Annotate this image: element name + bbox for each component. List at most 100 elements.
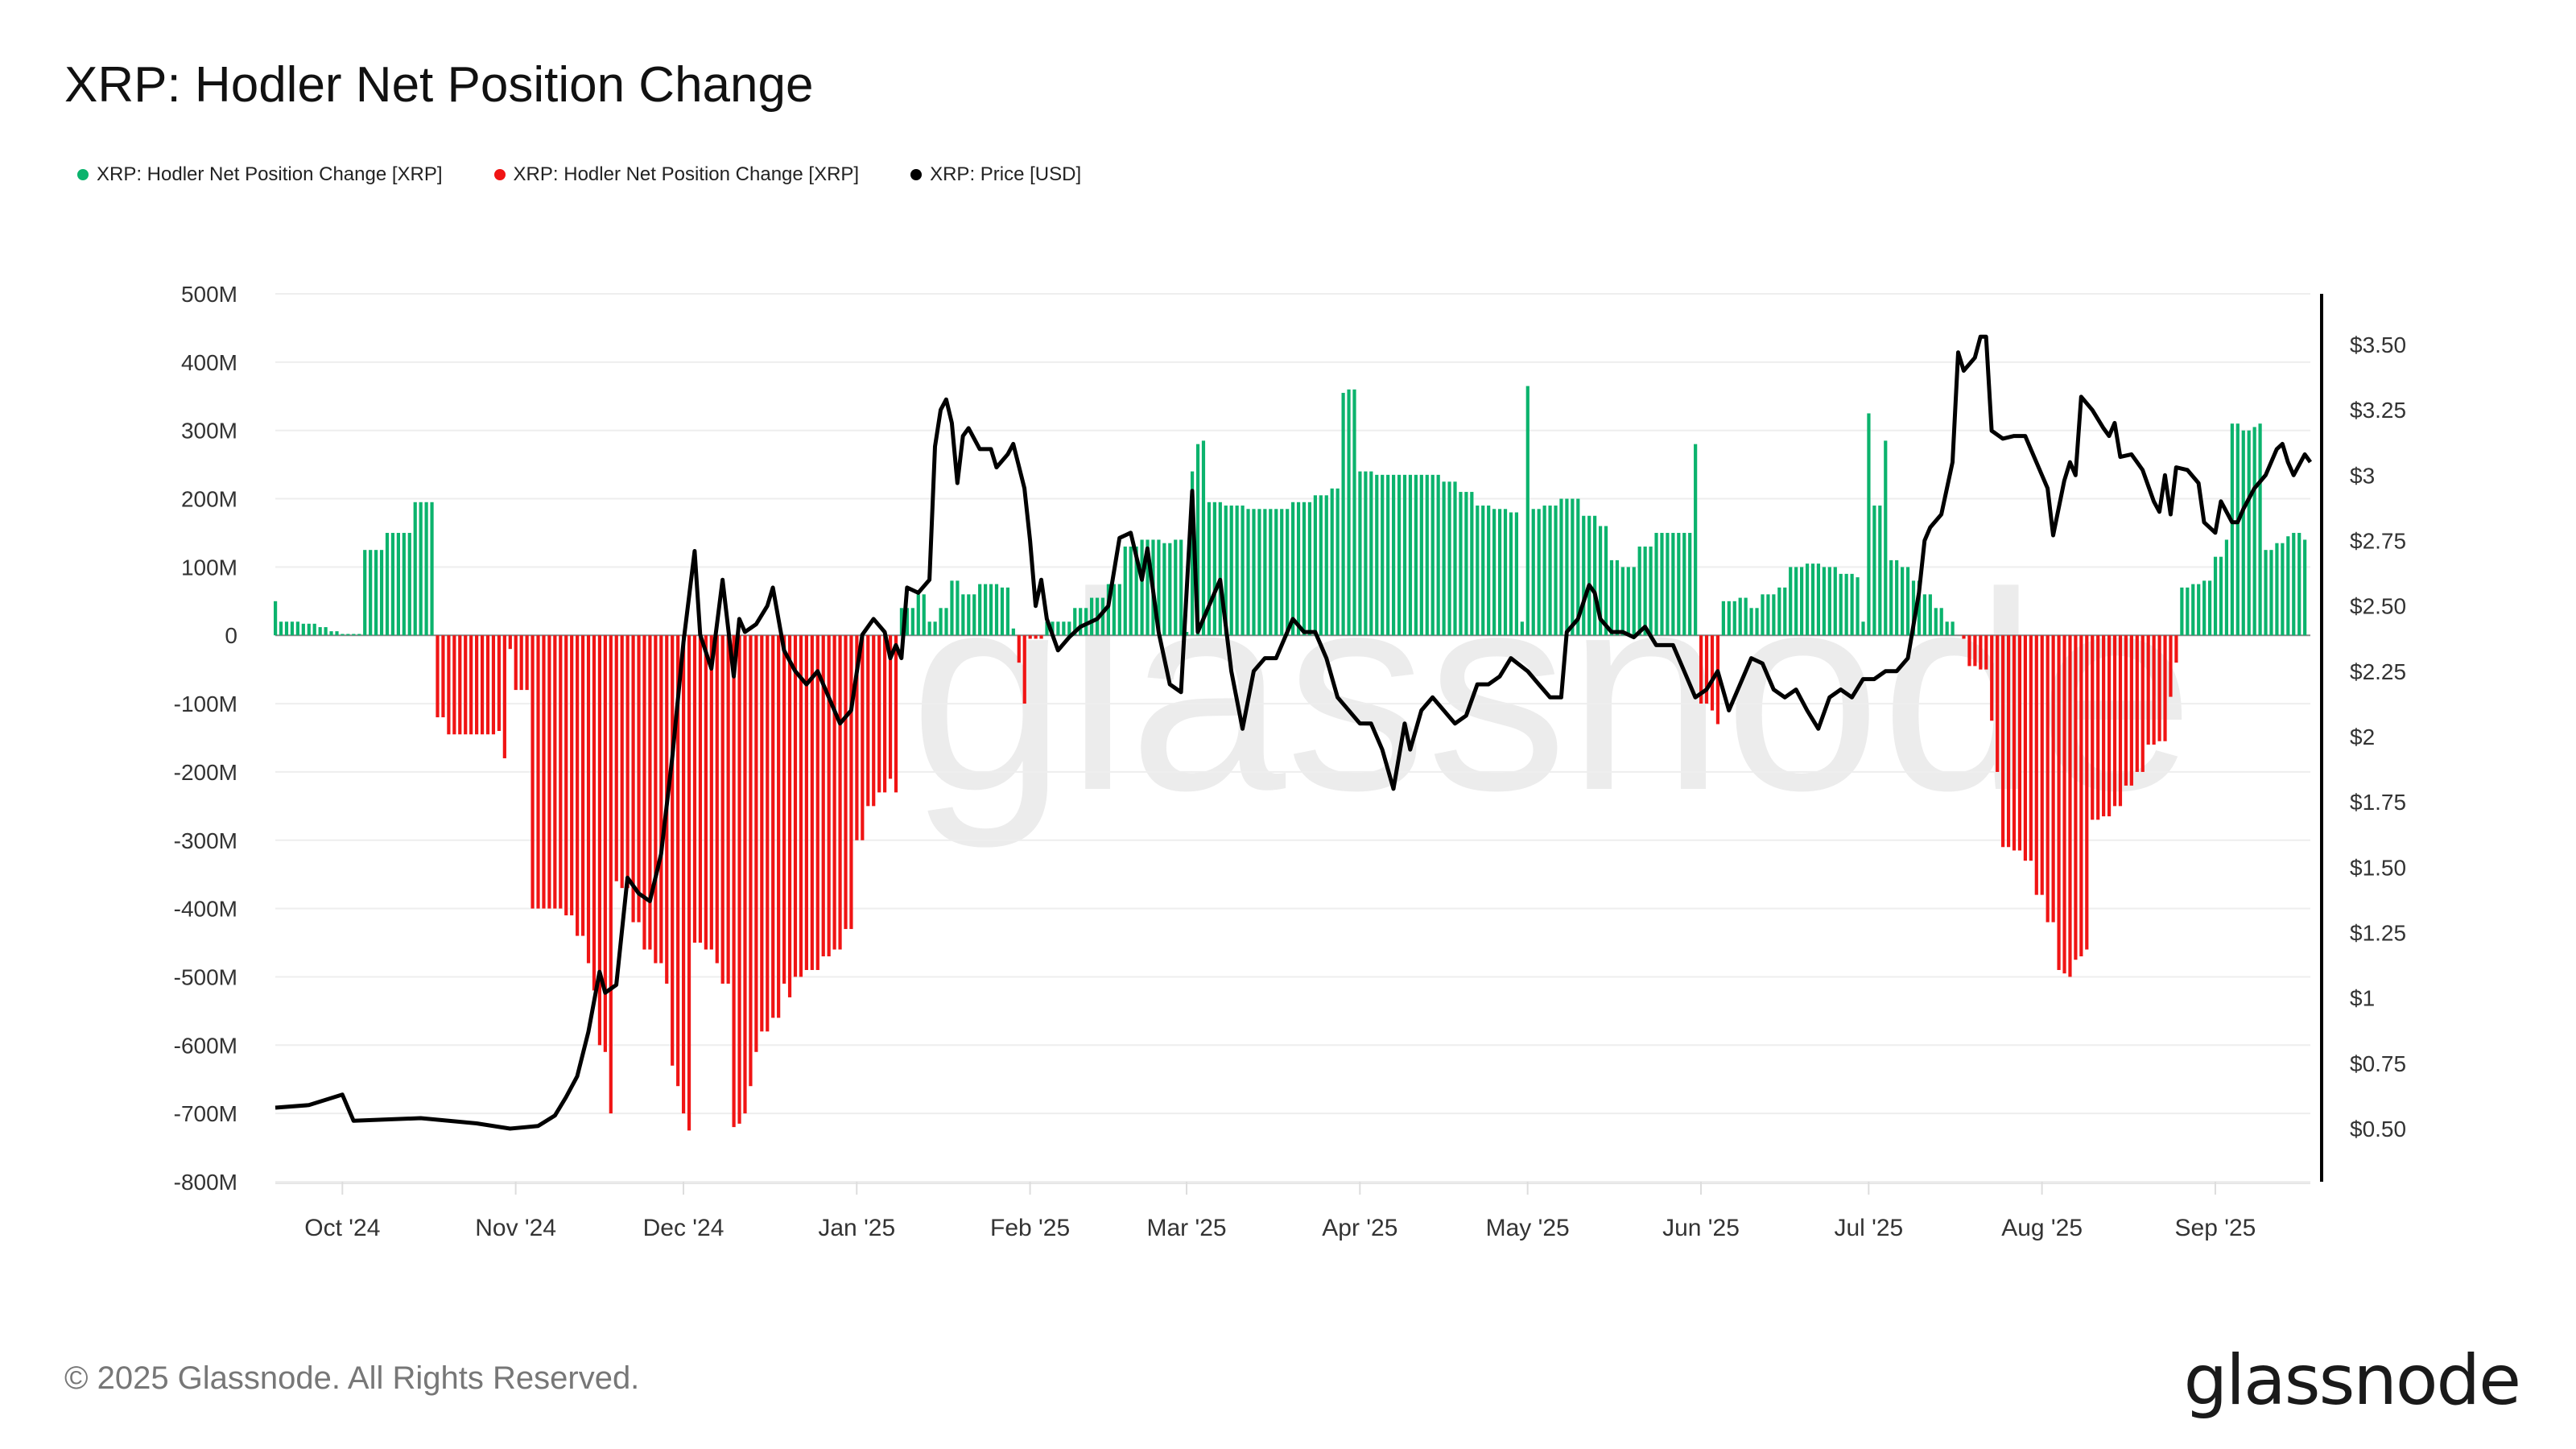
bar-positive bbox=[989, 584, 993, 636]
bar-positive bbox=[1800, 567, 1804, 636]
bar-positive bbox=[1291, 502, 1295, 636]
bar-negative bbox=[508, 635, 512, 650]
bar-negative bbox=[838, 635, 842, 950]
bar-positive bbox=[1939, 608, 1943, 636]
bar-positive bbox=[1766, 594, 1770, 636]
bar-positive bbox=[363, 550, 367, 636]
bar-positive bbox=[1051, 621, 1055, 636]
bar-negative bbox=[1017, 635, 1021, 663]
bar-positive bbox=[1789, 567, 1793, 636]
bar-positive bbox=[984, 584, 988, 636]
bar-positive bbox=[927, 621, 931, 636]
x-tick-label: Nov '24 bbox=[475, 1215, 556, 1241]
bar-positive bbox=[967, 594, 971, 636]
y-tick-label: 400M bbox=[181, 350, 237, 375]
bar-negative bbox=[1704, 635, 1709, 704]
x-tick-label: Sep '25 bbox=[2175, 1215, 2256, 1241]
bar-positive bbox=[1263, 509, 1267, 636]
bar-positive bbox=[1677, 532, 1681, 636]
bar-positive bbox=[2207, 580, 2212, 636]
bar-negative bbox=[2107, 635, 2112, 817]
bar-positive bbox=[1100, 597, 1105, 636]
bar-positive bbox=[1889, 559, 1893, 636]
y2-tick-label: $3.25 bbox=[2350, 398, 2406, 423]
bar-positive bbox=[1654, 532, 1658, 636]
bar-positive bbox=[1246, 509, 1250, 636]
y-tick-label: -200M bbox=[174, 760, 237, 785]
x-tick-label: Oct '24 bbox=[304, 1215, 380, 1241]
bar-negative bbox=[827, 635, 831, 957]
bar-positive bbox=[1179, 539, 1183, 636]
bar-positive bbox=[274, 601, 278, 636]
bar-negative bbox=[720, 635, 724, 984]
bar-positive bbox=[1442, 481, 1446, 636]
bar-positive bbox=[1509, 512, 1513, 636]
bar-negative bbox=[2091, 635, 2095, 820]
bar-positive bbox=[1671, 532, 1675, 636]
x-tick-label: Jan '25 bbox=[818, 1215, 895, 1241]
bar-positive bbox=[1341, 393, 1345, 636]
bar-positive bbox=[1810, 564, 1815, 636]
bar-negative bbox=[787, 635, 792, 997]
bar-negative bbox=[687, 635, 691, 1131]
bar-negative bbox=[2079, 635, 2083, 957]
legend-dot-black bbox=[910, 169, 923, 180]
bar-positive bbox=[1660, 532, 1664, 636]
bar-positive bbox=[994, 584, 999, 636]
bar-negative bbox=[771, 635, 775, 1018]
bar-positive bbox=[1666, 532, 1670, 636]
bar-positive bbox=[1632, 567, 1636, 636]
legend-item-positive[interactable]: XRP: Hodler Net Position Change [XRP] bbox=[77, 163, 443, 186]
bar-positive bbox=[2202, 580, 2207, 636]
bar-negative bbox=[2118, 635, 2123, 807]
y2-tick-label: $3.50 bbox=[2350, 332, 2406, 357]
legend-item-negative[interactable]: XRP: Hodler Net Position Change [XRP] bbox=[493, 163, 859, 186]
legend-item-price[interactable]: XRP: Price [USD] bbox=[910, 163, 1081, 186]
bar-negative bbox=[743, 635, 747, 1114]
bar-negative bbox=[609, 635, 613, 1114]
bar-positive bbox=[1123, 546, 1127, 636]
bar-positive bbox=[1067, 621, 1071, 636]
bar-negative bbox=[480, 635, 485, 735]
bar-positive bbox=[1157, 539, 1161, 636]
bar-positive bbox=[1732, 601, 1736, 636]
bar-negative bbox=[519, 635, 523, 691]
bar-positive bbox=[1381, 474, 1385, 636]
bar-positive bbox=[413, 502, 417, 636]
bar-negative bbox=[597, 635, 602, 1046]
bar-negative bbox=[709, 635, 713, 950]
bar-positive bbox=[1224, 506, 1228, 636]
bar-positive bbox=[1861, 621, 1865, 636]
bar-positive bbox=[1335, 488, 1340, 636]
bar-negative bbox=[2163, 635, 2167, 741]
y-tick-label: 300M bbox=[181, 419, 237, 444]
bar-negative bbox=[2146, 635, 2150, 745]
bar-positive bbox=[1548, 506, 1552, 636]
bar-positive bbox=[1822, 567, 1826, 636]
bar-negative bbox=[491, 635, 496, 735]
bar-negative bbox=[2102, 635, 2106, 817]
x-tick-label: Dec '24 bbox=[643, 1215, 724, 1241]
bar-negative bbox=[844, 635, 848, 930]
bar-negative bbox=[681, 635, 686, 1114]
bars bbox=[274, 386, 2307, 1131]
bar-positive bbox=[1375, 474, 1379, 636]
bar-positive bbox=[1324, 495, 1328, 636]
bar-positive bbox=[2213, 556, 2218, 636]
copyright-footer: © 2025 Glassnode. All Rights Reserved. bbox=[64, 1360, 640, 1396]
bar-positive bbox=[1419, 474, 1423, 636]
bar-negative bbox=[625, 635, 630, 889]
bar-negative bbox=[1990, 635, 1994, 721]
bar-negative bbox=[2034, 635, 2038, 895]
bar-negative bbox=[2068, 635, 2072, 977]
bar-negative bbox=[603, 635, 607, 1052]
bar-positive bbox=[1951, 621, 1955, 636]
bar-negative bbox=[452, 635, 456, 735]
bar-positive bbox=[1146, 539, 1150, 636]
bar-negative bbox=[464, 635, 468, 735]
bar-positive bbox=[2303, 539, 2307, 636]
bar-positive bbox=[2219, 556, 2223, 636]
bar-negative bbox=[441, 635, 445, 718]
bar-positive bbox=[1212, 502, 1216, 636]
bar-positive bbox=[1587, 515, 1591, 636]
